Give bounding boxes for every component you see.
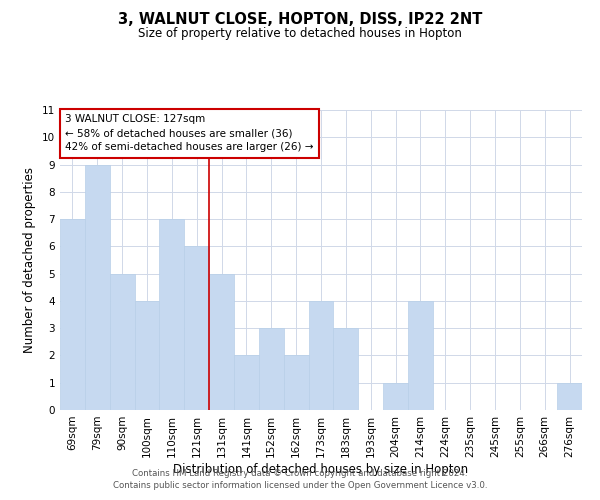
Bar (60, 219, 85, 410)
Bar (134, 301, 160, 410)
Bar (408, 301, 433, 410)
Bar (308, 301, 334, 410)
Bar (334, 328, 358, 410)
Y-axis label: Number of detached properties: Number of detached properties (23, 167, 37, 353)
Bar (209, 274, 234, 410)
Text: Contains HM Land Registry data © Crown copyright and database right 2024.: Contains HM Land Registry data © Crown c… (132, 468, 468, 477)
Bar (234, 356, 259, 410)
Bar (160, 219, 184, 410)
Bar (557, 382, 582, 410)
Text: 3, WALNUT CLOSE, HOPTON, DISS, IP22 2NT: 3, WALNUT CLOSE, HOPTON, DISS, IP22 2NT (118, 12, 482, 28)
Bar (259, 328, 284, 410)
Text: 3 WALNUT CLOSE: 127sqm
← 58% of detached houses are smaller (36)
42% of semi-det: 3 WALNUT CLOSE: 127sqm ← 58% of detached… (65, 114, 314, 152)
Text: Size of property relative to detached houses in Hopton: Size of property relative to detached ho… (138, 28, 462, 40)
X-axis label: Distribution of detached houses by size in Hopton: Distribution of detached houses by size … (173, 462, 469, 475)
Bar (110, 274, 134, 410)
Bar (284, 356, 308, 410)
Bar (383, 382, 408, 410)
Bar (184, 246, 209, 410)
Bar (85, 164, 110, 410)
Text: Contains public sector information licensed under the Open Government Licence v3: Contains public sector information licen… (113, 481, 487, 490)
